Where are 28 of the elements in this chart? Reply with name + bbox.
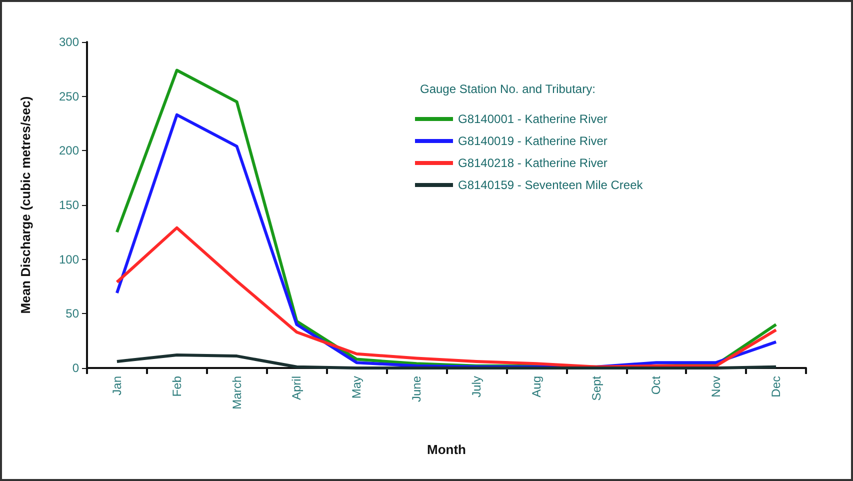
line-series [115,226,778,368]
x-tick-label: March [230,376,244,410]
y-tick-label: 50 [66,306,80,321]
x-tick-label: Nov [709,376,724,398]
y-tick-label: 100 [58,252,80,266]
line-series [115,353,778,370]
y-axis-title: Mean Discharge (cubic metres/sec) [18,96,33,314]
x-axis-title: Month [427,442,466,457]
y-tick-label: 150 [58,198,80,212]
x-tick-label: Sept [589,375,604,401]
legend-label: G8140218 - Katherine River [458,156,608,170]
legend-title: Gauge Station No. and Tributary: [420,82,596,96]
legend-label: G8140019 - Katherine River [458,134,608,148]
legend-label: G8140159 - Seventeen Mile Creek [458,178,644,192]
x-tick-label: Jan [110,376,124,396]
y-tick-label: 200 [58,144,80,158]
legend-label: G8140001 - Katherine River [458,112,608,126]
x-tick-label: June [410,376,424,402]
x-tick-label: Oct [649,375,664,395]
y-tick-label: 0 [72,361,80,375]
x-tick-label: May [350,376,364,399]
y-tick-label: 300 [58,35,80,49]
x-tick-label: Aug [529,376,544,398]
x-tick-label: Feb [170,376,184,397]
x-tick-label: Dec [769,376,784,398]
x-tick-label: April [290,376,304,400]
y-tick-label: 250 [58,89,80,104]
x-tick-label: July [469,376,484,398]
